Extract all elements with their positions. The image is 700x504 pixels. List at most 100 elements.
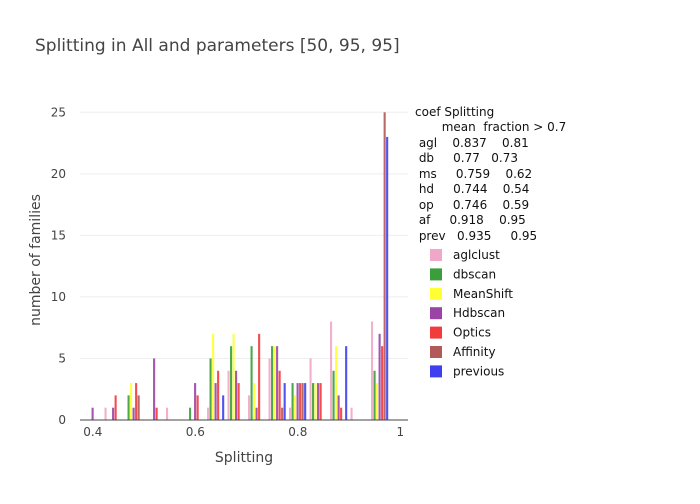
bar-previous: [304, 383, 307, 420]
legend-stats-row-prev: prev 0.935 0.95: [415, 229, 537, 243]
bar-previous: [222, 395, 225, 420]
bar-optics: [237, 383, 240, 420]
legend-stats-header: mean fraction > 0.7: [415, 120, 566, 134]
bar-optics: [319, 383, 322, 420]
bar-hdbscan: [235, 370, 238, 420]
bar-affinity: [383, 112, 386, 421]
legend-stats-row-af: af 0.918 0.95: [415, 213, 526, 227]
bar-hdbscan: [296, 383, 299, 420]
bar-hdbscan: [91, 407, 94, 420]
gridlines: [80, 111, 408, 359]
x-tick-label: 0.6: [186, 425, 205, 439]
chart-title: Splitting in All and parameters [50, 95,…: [35, 36, 400, 56]
x-axis-title: Splitting: [215, 450, 273, 466]
legend-swatch-previous: [430, 365, 442, 378]
bar-meanshift: [376, 383, 379, 420]
bar-aglclust: [329, 321, 333, 420]
bar-meanshift: [335, 346, 338, 420]
x-tick-label: 0.4: [83, 425, 102, 439]
bar-hdbscan: [132, 407, 135, 420]
legend-swatch-dbscan: [430, 268, 442, 281]
legend-label-hdbscan: Hdbscan: [453, 306, 505, 320]
legend-label-meanshift: MeanShift: [453, 287, 513, 301]
legend-swatch-hdbscan: [430, 307, 442, 320]
bar-aglclust: [350, 407, 353, 420]
bar-hdbscan: [276, 346, 279, 420]
bar-optics: [196, 395, 199, 420]
axes: 0 5 10 15 20 25 0.4 0.6 0.8 1: [51, 105, 408, 439]
legend-swatch-affinity: [430, 346, 442, 358]
bar-meanshift: [130, 383, 133, 420]
y-tick-label: 5: [58, 351, 66, 365]
legend-label-affinity: Affinity: [453, 345, 496, 359]
legend: coef Splitting mean fraction > 0.7 agl 0…: [415, 105, 566, 378]
bar-dbscan: [332, 370, 335, 420]
x-tick-label: 1: [396, 425, 404, 439]
bar-optics: [278, 370, 281, 420]
x-tick-label: 0.8: [288, 425, 307, 439]
bar-hdbscan: [194, 383, 197, 420]
bar-meanshift: [253, 383, 256, 420]
legend-swatch-meanshift: [430, 287, 442, 300]
bar-meanshift: [314, 383, 317, 420]
bar-hdbscan: [153, 358, 156, 420]
bar-hdbscan: [255, 407, 258, 420]
y-tick-label: 10: [51, 290, 66, 304]
bar-aglclust: [288, 407, 292, 420]
bar-meanshift: [232, 333, 235, 420]
bar-hdbscan: [317, 383, 320, 420]
bar-aglclust: [165, 407, 169, 420]
bar-dbscan: [291, 383, 294, 420]
bar-aglclust: [247, 395, 251, 420]
bar-optics: [381, 346, 384, 420]
bar-optics: [258, 333, 261, 420]
bar-dbscan: [127, 395, 130, 420]
y-axis-title: number of families: [28, 194, 44, 326]
bar-affinity: [137, 395, 140, 420]
bar-optics: [114, 395, 117, 420]
bar-optics: [340, 407, 343, 420]
legend-stats-row-agl: agl 0.837 0.81: [415, 136, 529, 150]
bar-aglclust: [309, 358, 312, 420]
y-tick-label: 0: [58, 413, 66, 427]
bar-aglclust: [104, 407, 107, 420]
bar-previous: [283, 383, 286, 420]
bar-dbscan: [209, 358, 212, 420]
bar-dbscan: [189, 407, 192, 420]
bar-hdbscan: [214, 383, 217, 420]
bar-previous: [345, 346, 348, 420]
bar-dbscan: [250, 346, 253, 420]
bars: [91, 112, 389, 421]
legend-items: aglclust dbscan MeanShift Hdbscan Optics Affi…: [430, 248, 513, 378]
legend-label-dbscan: dbscan: [453, 267, 496, 281]
legend-stats-row-db: db 0.77 0.73: [415, 151, 518, 165]
bar-aglclust: [227, 370, 230, 420]
y-tick-label: 25: [51, 105, 66, 119]
legend-stats-row-op: op 0.746 0.59: [415, 198, 529, 212]
bar-optics: [217, 370, 220, 420]
bar-optics: [135, 383, 138, 420]
legend-swatch-aglclust: [430, 249, 442, 261]
legend-label-previous: previous: [453, 364, 504, 378]
bar-affinity: [281, 407, 284, 420]
bar-aglclust: [268, 358, 271, 420]
bar-affinity: [301, 383, 304, 420]
bar-dbscan: [230, 346, 233, 420]
bar-previous: [386, 136, 389, 420]
bar-meanshift: [273, 346, 276, 420]
bar-hdbscan: [337, 395, 340, 420]
bar-aglclust: [206, 407, 210, 420]
bar-hdbscan: [378, 333, 381, 420]
legend-label-aglclust: aglclust: [453, 248, 500, 262]
bar-hdbscan: [112, 407, 115, 420]
bar-meanshift: [294, 395, 297, 420]
y-tick-label: 20: [51, 167, 66, 181]
y-tick-label: 15: [51, 228, 66, 242]
bar-optics: [155, 407, 158, 420]
legend-stats-row-hd: hd 0.744 0.54: [415, 182, 529, 196]
legend-title: coef Splitting: [415, 105, 494, 119]
legend-stats-row-ms: ms 0.759 0.62: [415, 167, 532, 181]
bar-optics: [299, 383, 302, 420]
